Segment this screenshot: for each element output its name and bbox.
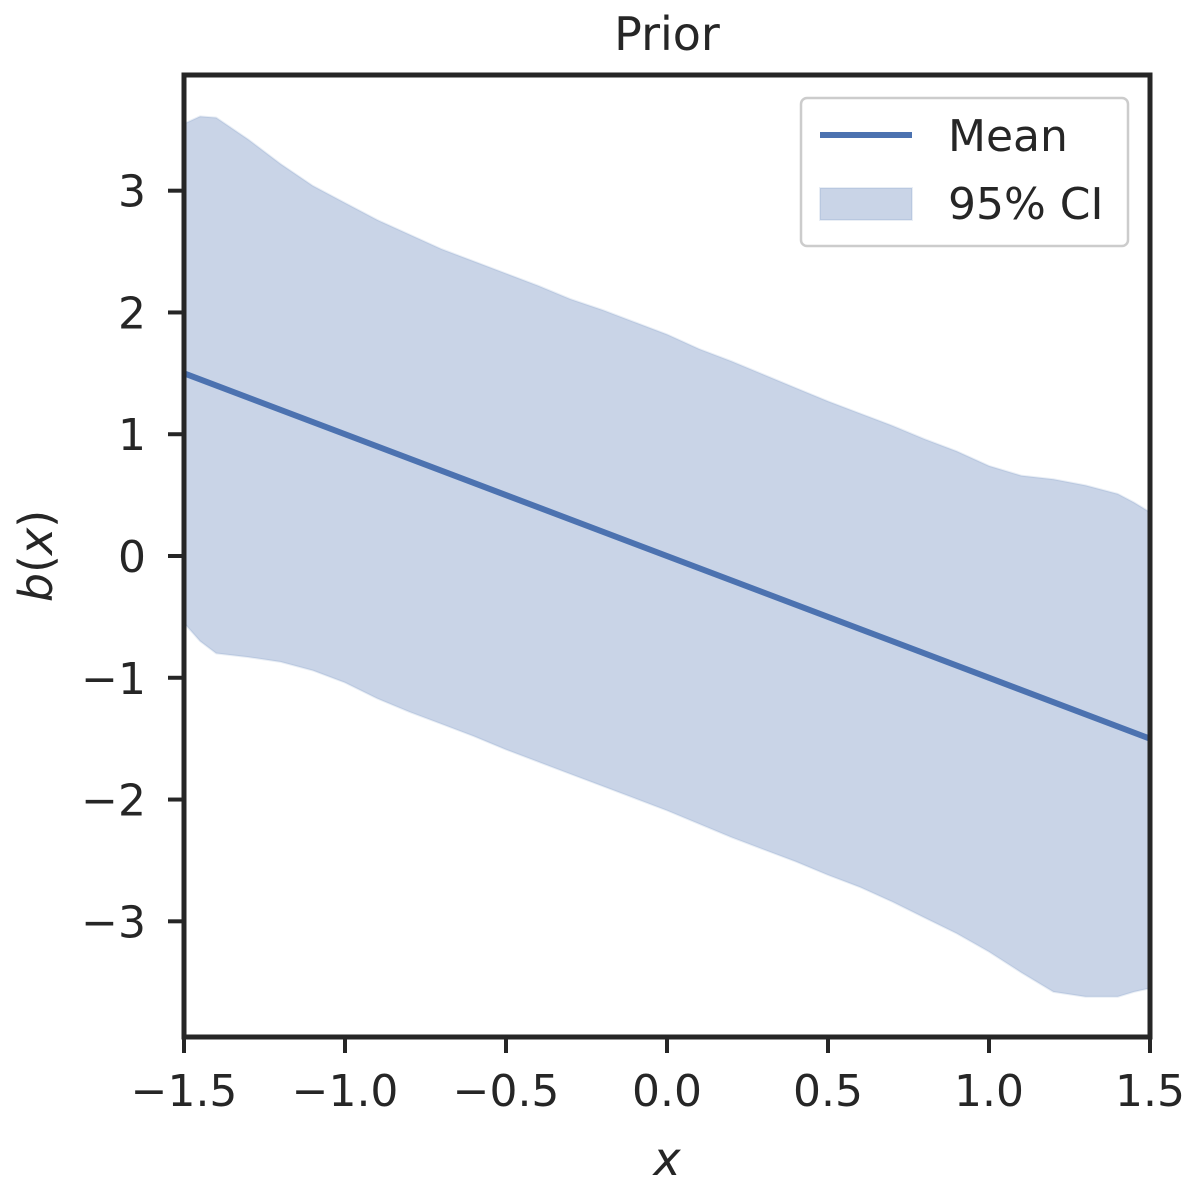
legend-ci-label: 95% CI bbox=[948, 179, 1103, 230]
y-axis-ticks: −3 −2 −1 0 1 2 3 bbox=[81, 167, 184, 948]
x-tick-label: −0.5 bbox=[453, 1066, 560, 1117]
legend-ci-swatch bbox=[819, 187, 913, 221]
x-tick-label: −1.0 bbox=[292, 1066, 399, 1117]
y-axis-label-close: ) bbox=[9, 510, 63, 528]
y-tick-label: −2 bbox=[81, 776, 146, 827]
y-tick-label: −3 bbox=[81, 897, 146, 948]
x-tick-label: −1.5 bbox=[131, 1066, 238, 1117]
x-axis-label: x bbox=[651, 1132, 681, 1186]
legend-mean-label: Mean bbox=[948, 111, 1068, 162]
x-tick-label: 1.5 bbox=[1115, 1066, 1185, 1117]
legend: Mean 95% CI bbox=[799, 96, 1130, 248]
x-axis-ticks: −1.5 −1.0 −0.5 0.0 0.5 1.0 1.5 bbox=[131, 1037, 1185, 1117]
y-axis-label-open: ( bbox=[9, 555, 63, 573]
mean-line bbox=[182, 370, 1152, 742]
y-axis-label-var: x bbox=[9, 527, 63, 557]
x-tick-label: 0.0 bbox=[632, 1066, 702, 1117]
y-tick-label: 2 bbox=[118, 288, 146, 339]
y-tick-label: 3 bbox=[118, 167, 146, 218]
y-axis-label-func: b bbox=[9, 573, 63, 602]
y-tick-label: −1 bbox=[81, 654, 146, 705]
y-tick-label: 1 bbox=[118, 410, 146, 461]
y-tick-label: 0 bbox=[118, 532, 146, 583]
x-tick-label: 1.0 bbox=[954, 1066, 1024, 1117]
y-axis-label: b(x) bbox=[9, 510, 63, 602]
chart-title: Prior bbox=[614, 7, 720, 61]
x-tick-label: 0.5 bbox=[793, 1066, 863, 1117]
